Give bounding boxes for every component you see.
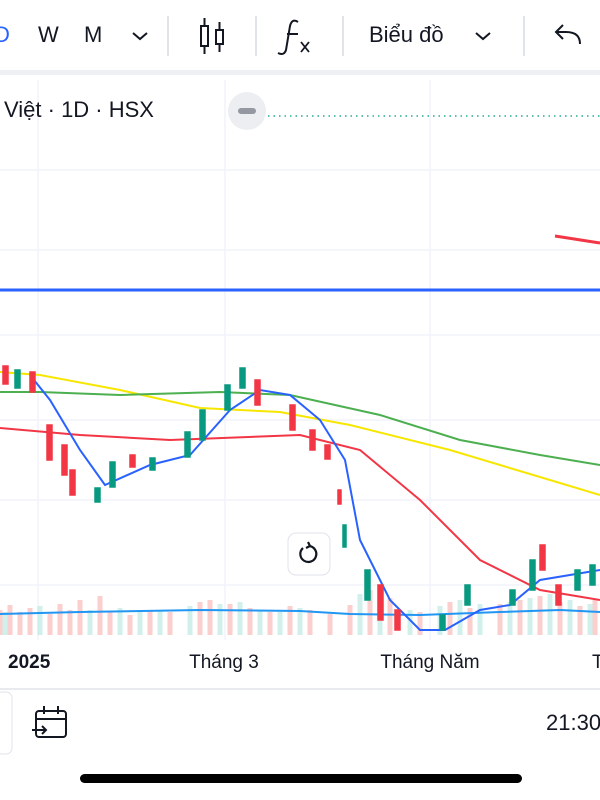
- symbol-legend: Việt · 1D · HSX: [4, 97, 154, 122]
- x-label: 2025: [8, 652, 51, 673]
- x-label: Tháng Năm: [380, 652, 479, 673]
- clock: 21:30: [546, 710, 600, 735]
- toolbar-border: [0, 70, 600, 75]
- indicator-icon[interactable]: [277, 19, 310, 55]
- moving-averages: [0, 371, 600, 631]
- collapse-icon: [238, 108, 256, 114]
- reset-button[interactable]: [287, 532, 331, 576]
- home-indicator: [80, 774, 522, 783]
- candles: [2, 365, 596, 631]
- x-label: T: [592, 652, 600, 673]
- undo[interactable]: [554, 24, 581, 45]
- interval-w[interactable]: W: [38, 22, 59, 47]
- volume-ma: [0, 608, 600, 617]
- toolbar: D W M Biểu đồ: [0, 16, 600, 75]
- interval-d[interactable]: D: [0, 22, 10, 47]
- grid: [0, 80, 600, 640]
- chevron[interactable]: [132, 32, 148, 41]
- chart-menu[interactable]: Biểu đồ: [369, 22, 444, 47]
- interval-m[interactable]: M: [84, 22, 102, 47]
- trend-line: [554, 234, 600, 245]
- candle-icon[interactable]: [200, 18, 224, 54]
- reset-icon: [299, 541, 318, 564]
- x-label: Tháng 3: [189, 652, 259, 673]
- x-axis-bg: [0, 640, 600, 688]
- chevron[interactable]: [475, 32, 491, 41]
- goto-date[interactable]: [32, 706, 67, 738]
- footer-tab: [0, 691, 13, 755]
